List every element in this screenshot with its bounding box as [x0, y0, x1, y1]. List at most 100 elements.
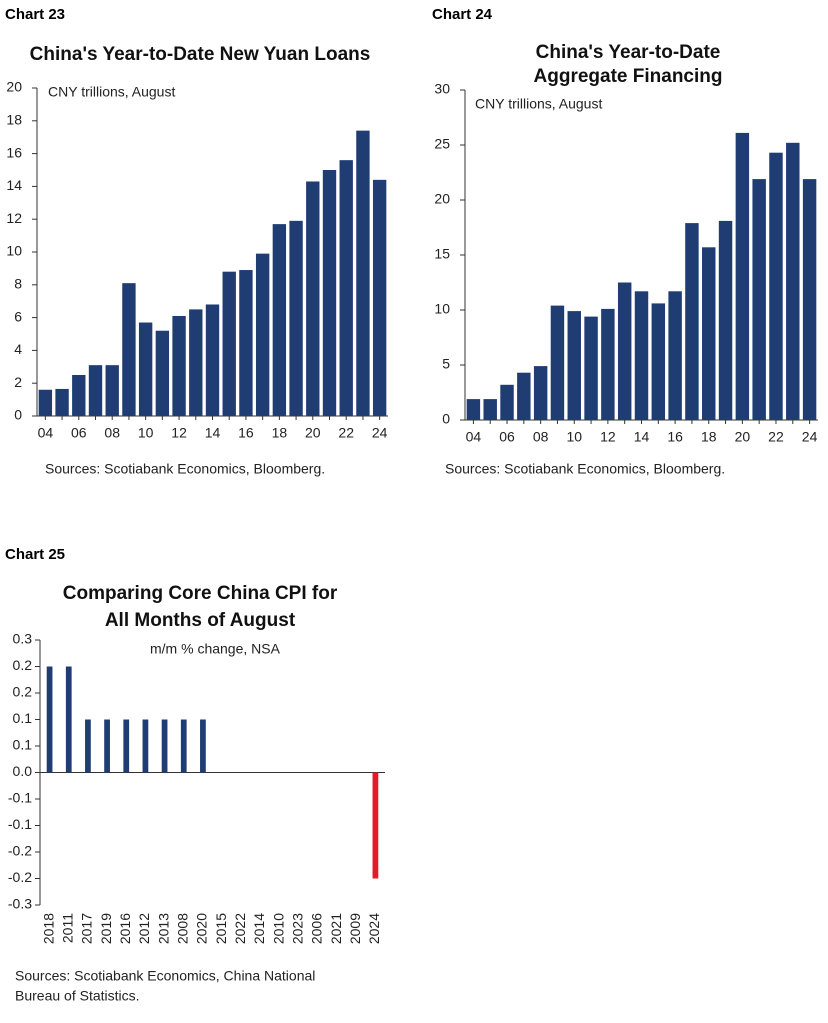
- y-tick-label: -0.2: [8, 869, 32, 885]
- y-tick-label: 2: [14, 374, 22, 390]
- y-tick-label: 16: [6, 144, 22, 160]
- y-tick-label: 6: [14, 308, 22, 324]
- x-tick-label: 2019: [98, 913, 114, 944]
- bar: [517, 372, 531, 420]
- x-tick-label: 04: [38, 425, 54, 441]
- bar: [634, 291, 649, 420]
- bar: [550, 305, 565, 420]
- bar: [735, 132, 750, 420]
- x-tick-label: 06: [71, 425, 87, 441]
- bar: [38, 389, 53, 416]
- bar: [802, 179, 817, 420]
- y-tick-label: -0.1: [8, 790, 32, 806]
- x-tick-label: 2011: [59, 913, 75, 943]
- source: Bureau of Statistics.: [15, 988, 140, 1004]
- x-tick-label: 10: [566, 429, 582, 445]
- bar: [55, 388, 69, 416]
- y-tick-label: 10: [434, 301, 450, 317]
- x-tick-label: 20: [305, 425, 321, 441]
- y-tick-label: 0: [14, 407, 22, 423]
- y-tick-label: 0: [442, 411, 450, 427]
- x-tick-label: 2015: [213, 913, 229, 944]
- x-tick-label: 16: [667, 429, 683, 445]
- x-tick-label: 2010: [270, 913, 286, 944]
- chart-label: Chart 23: [5, 6, 65, 23]
- y-tick-label: 30: [434, 81, 450, 97]
- chart-title: China's Year-to-Date: [536, 42, 721, 63]
- x-tick-label: 22: [768, 429, 784, 445]
- y-tick-label: 20: [434, 191, 450, 207]
- bar: [668, 291, 682, 420]
- bar: [161, 719, 168, 773]
- x-tick-label: 08: [533, 429, 549, 445]
- bar: [372, 179, 387, 416]
- x-tick-label: 12: [171, 425, 187, 441]
- y-tick-label: -0.2: [8, 843, 32, 859]
- x-tick-label: 2006: [309, 913, 325, 944]
- x-tick-label: 2023: [289, 913, 305, 944]
- bar: [142, 719, 149, 773]
- x-tick-label: 24: [802, 429, 818, 445]
- subtitle: m/m % change, NSA: [150, 641, 281, 657]
- subtitle: CNY trillions, August: [48, 84, 175, 100]
- x-tick-label: 18: [272, 425, 288, 441]
- source: Sources: Scotiabank Economics, Bloomberg…: [445, 461, 725, 477]
- bar: [200, 719, 206, 773]
- y-tick-label: 0.0: [13, 763, 33, 779]
- bar: [786, 142, 800, 421]
- x-tick-label: 22: [338, 425, 354, 441]
- chart-title: All Months of August: [105, 610, 296, 631]
- x-tick-label: 24: [372, 425, 388, 441]
- x-tick-label: 2024: [366, 913, 382, 944]
- bar: [617, 282, 632, 420]
- bar: [322, 170, 337, 416]
- x-tick-label: 2022: [232, 913, 248, 944]
- bar: [65, 666, 72, 773]
- y-tick-label: 4: [14, 341, 22, 357]
- x-tick-label: 06: [499, 429, 515, 445]
- chart-title: China's Year-to-Date New Yuan Loans: [30, 44, 371, 65]
- bar: [172, 315, 186, 416]
- y-tick-label: 25: [434, 136, 450, 152]
- y-tick-label: -0.3: [8, 896, 32, 912]
- x-tick-label: 2020: [194, 913, 210, 944]
- bar: [138, 322, 153, 416]
- bar: [702, 247, 716, 420]
- bar: [255, 253, 270, 416]
- y-tick-label: 0.2: [13, 684, 33, 700]
- bar: [180, 719, 187, 773]
- x-tick-label: 08: [104, 425, 120, 441]
- bar: [718, 220, 733, 420]
- x-tick-label: 2018: [40, 913, 56, 944]
- chart-title: Comparing Core China CPI for: [63, 583, 338, 604]
- bar: [601, 308, 615, 420]
- x-tick-label: 10: [138, 425, 154, 441]
- bar: [567, 311, 581, 420]
- bar: [651, 303, 666, 420]
- bar: [105, 365, 119, 416]
- x-tick-label: 2021: [328, 913, 344, 944]
- source: Sources: Scotiabank Economics, China Nat…: [15, 968, 315, 984]
- bar: [372, 772, 379, 879]
- y-tick-label: 14: [6, 177, 22, 193]
- bar: [500, 384, 514, 420]
- x-tick-label: 04: [466, 429, 482, 445]
- bar: [769, 152, 783, 420]
- x-tick-label: 2017: [79, 913, 95, 944]
- bar: [584, 316, 598, 420]
- bar: [272, 224, 287, 416]
- y-tick-label: 8: [14, 276, 22, 292]
- y-tick-label: 0.1: [13, 737, 33, 753]
- y-tick-label: 0.2: [13, 657, 33, 673]
- bar: [122, 283, 136, 416]
- y-tick-label: -0.1: [8, 816, 32, 832]
- subtitle: CNY trillions, August: [475, 96, 602, 112]
- bar: [88, 365, 103, 416]
- bar: [205, 304, 220, 416]
- bar: [155, 330, 170, 416]
- bar: [356, 130, 370, 416]
- x-tick-label: 2013: [155, 913, 171, 944]
- bar: [466, 399, 481, 420]
- y-tick-label: 10: [6, 243, 22, 259]
